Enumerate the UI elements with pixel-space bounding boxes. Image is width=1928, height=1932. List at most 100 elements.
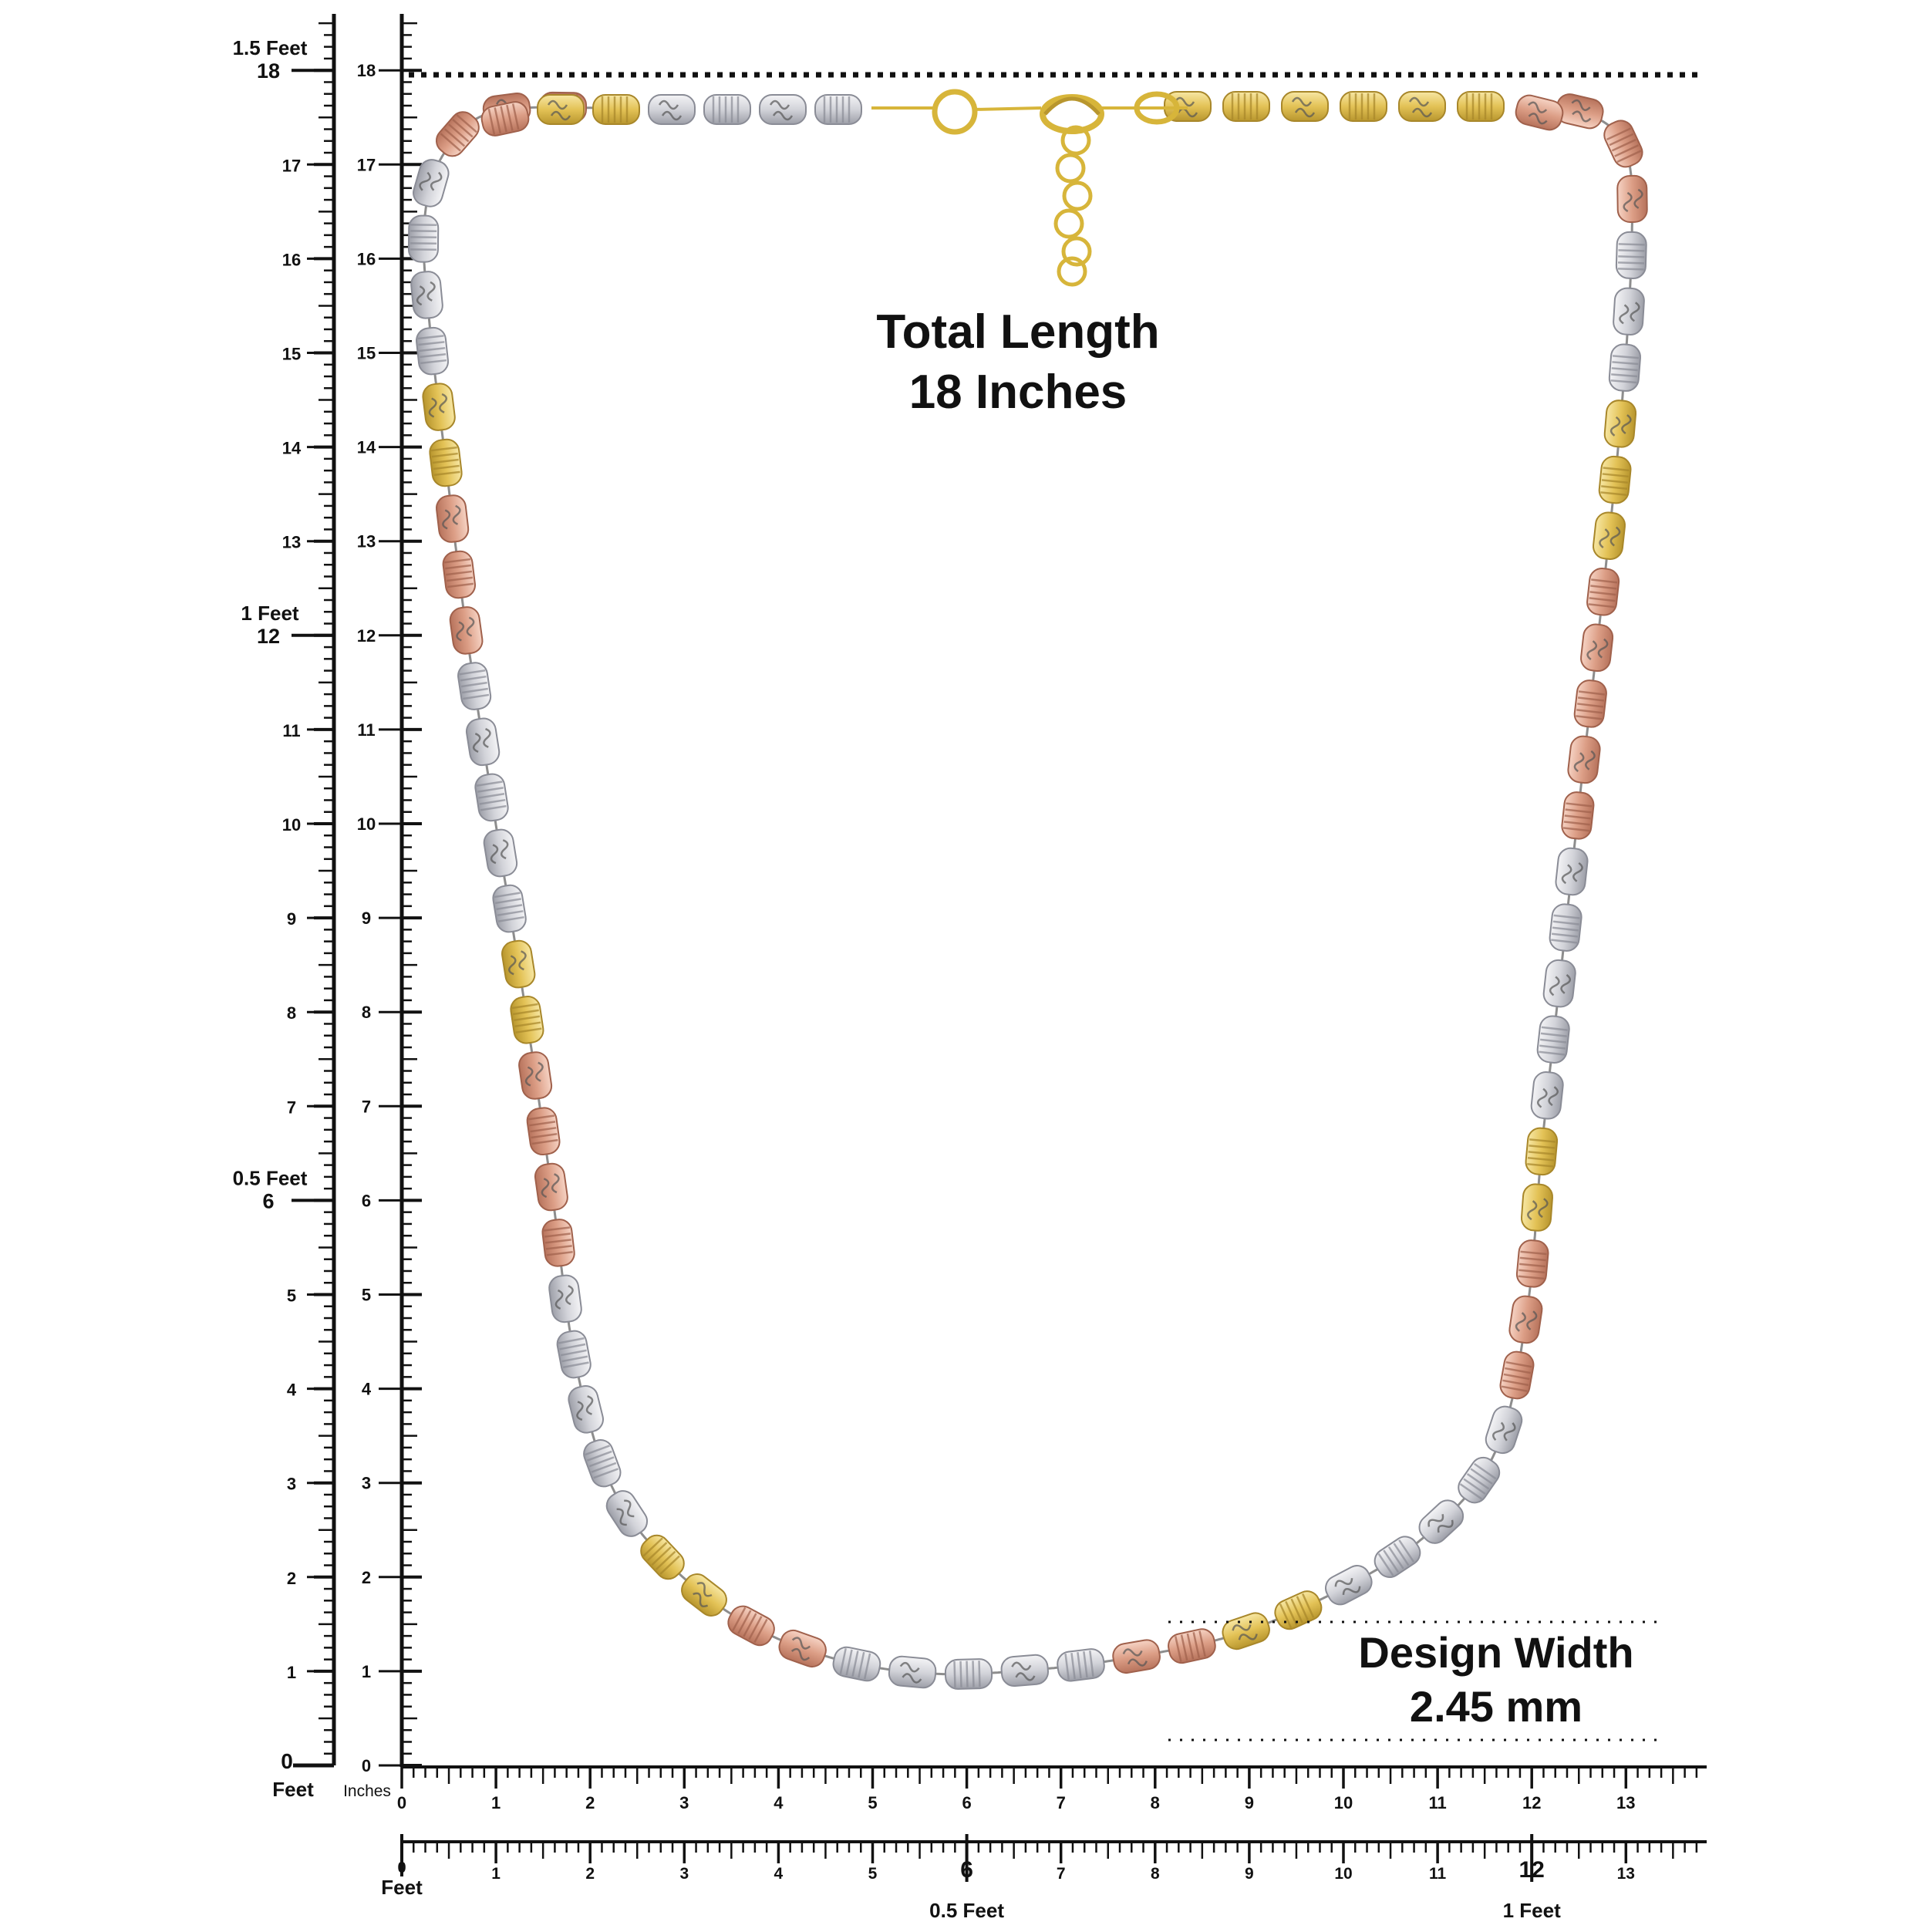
feet-ruler-label: 12	[257, 625, 280, 648]
bottom-inch-label: 13	[1616, 1793, 1635, 1812]
feet-marker-label: 1 Feet	[241, 602, 298, 625]
extender-chain-link	[1056, 211, 1082, 237]
bottom-feet-inch-label: 8	[1151, 1865, 1160, 1883]
bead-body	[602, 1486, 652, 1541]
bottom-feet-inch-label: 1	[491, 1865, 501, 1883]
bead	[538, 95, 584, 124]
bead	[1573, 679, 1608, 728]
bead	[724, 1602, 779, 1650]
bead	[449, 605, 484, 656]
bead	[1617, 176, 1647, 223]
bead-body	[1166, 1627, 1218, 1665]
feet-unit-label: Feet	[272, 1778, 314, 1801]
bead	[1271, 1587, 1325, 1633]
bead-body	[1271, 1587, 1325, 1633]
bead	[593, 95, 639, 124]
bead	[548, 1274, 583, 1323]
bead	[677, 1570, 732, 1621]
bead	[815, 95, 861, 124]
bead	[1399, 92, 1445, 121]
clasp-chain-link	[871, 108, 1188, 110]
bottom-inch-label: 12	[1522, 1793, 1541, 1812]
bead-body	[1282, 92, 1328, 121]
bead-body	[1617, 176, 1647, 223]
bead	[566, 1384, 605, 1435]
bead-body	[677, 1570, 732, 1621]
jump-ring	[935, 92, 975, 132]
bead	[1555, 847, 1589, 896]
bead-body	[1603, 400, 1636, 448]
design-width-title: Design Width	[1342, 1631, 1650, 1674]
bottom-inch-label: 11	[1428, 1793, 1446, 1812]
total-length-title: Total Length	[864, 309, 1172, 356]
feet-ruler-label: 9	[287, 909, 296, 929]
feet-ruler-zero-label: 0	[281, 1749, 293, 1773]
bead	[1616, 231, 1647, 278]
bottom-inch-label: 7	[1057, 1793, 1066, 1812]
bead-body	[435, 494, 470, 543]
bottom-feet-inch-label: 2	[585, 1865, 595, 1883]
bottom-inch-label: 5	[868, 1793, 877, 1812]
lobster-clasp	[871, 92, 1188, 285]
bead-body	[1555, 847, 1589, 896]
bead	[1586, 567, 1620, 616]
bead-body	[1483, 1403, 1525, 1456]
feet-ruler-label: 15	[282, 345, 301, 364]
bead-body	[1454, 1453, 1504, 1508]
feet-ruler-label: 3	[287, 1475, 296, 1494]
bead	[1521, 1183, 1553, 1232]
bead-body	[776, 1627, 829, 1670]
bead	[1592, 511, 1626, 561]
bottom-one-feet-label: 1 Feet	[1503, 1899, 1561, 1922]
bead	[776, 1627, 829, 1670]
bead-body	[1370, 1532, 1424, 1582]
bead-ridge	[1618, 250, 1644, 251]
bottom-feet-inch-label: 11	[1429, 1865, 1447, 1883]
bottom-feet-label: 12	[1519, 1857, 1545, 1883]
inch-ruler-label: 3	[362, 1474, 371, 1493]
bead	[491, 883, 528, 933]
bead	[429, 438, 463, 487]
bead-body	[1000, 1654, 1049, 1688]
bead	[1458, 92, 1504, 121]
bead	[465, 716, 501, 767]
bottom-inch-label: 9	[1245, 1793, 1254, 1812]
inch-ruler-label: 2	[362, 1568, 371, 1587]
bottom-feet-inch-label: 13	[1617, 1865, 1635, 1883]
bead	[760, 95, 806, 124]
bead	[1340, 92, 1387, 121]
bead	[1579, 623, 1613, 673]
feet-ruler-label: 5	[287, 1286, 296, 1306]
total-length-value: 18 Inches	[864, 369, 1172, 416]
bead-body	[1321, 1561, 1376, 1609]
bead-body	[409, 215, 439, 261]
feet-ruler-label: 1	[287, 1663, 296, 1682]
inch-ruler-label: 16	[357, 249, 376, 268]
bottom-feet-zero-label: 0	[397, 1860, 406, 1876]
bead-body	[760, 95, 806, 124]
bead	[1219, 1610, 1272, 1652]
bead-body	[517, 1050, 553, 1101]
feet-ruler-label: 10	[282, 815, 301, 835]
bead-body	[1542, 959, 1576, 1008]
bead	[602, 1486, 652, 1541]
bead-body	[548, 1274, 583, 1323]
bead	[1530, 1071, 1564, 1120]
bead	[457, 661, 492, 711]
bead	[410, 271, 443, 319]
bead	[1561, 791, 1595, 840]
bead-body	[482, 828, 518, 878]
bead	[1513, 93, 1565, 132]
inch-ruler-label: 8	[362, 1003, 371, 1022]
bead	[541, 1218, 576, 1267]
bead	[1321, 1561, 1376, 1609]
inch-ruler-label: 7	[362, 1097, 371, 1116]
bead-body	[465, 716, 501, 767]
bottom-feet-label: 6	[960, 1857, 973, 1883]
bead-body	[1592, 511, 1626, 561]
feet-ruler-label: 2	[287, 1569, 296, 1588]
bead	[409, 215, 439, 261]
bead	[431, 107, 484, 161]
bead	[1516, 1239, 1549, 1288]
bottom-feet-inch-label: 3	[679, 1865, 689, 1883]
